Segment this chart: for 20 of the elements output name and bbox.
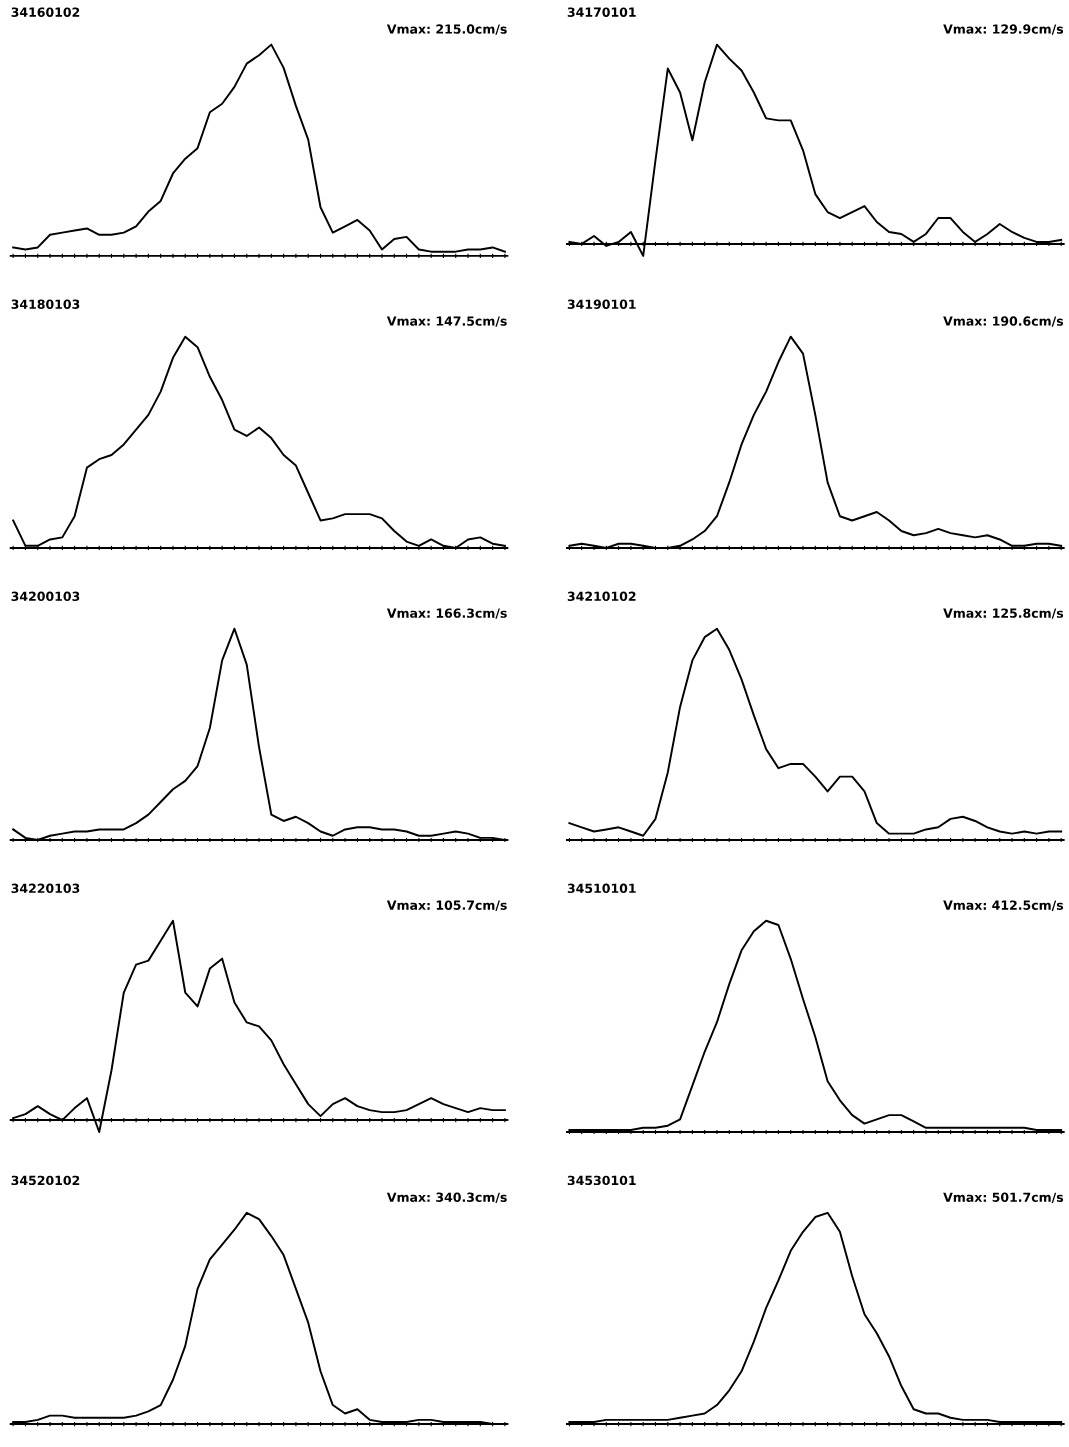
chart-title: 34190101 — [567, 299, 636, 309]
chart-title: 34220103 — [11, 883, 80, 894]
text: Vmax: 166.3cm/s — [386, 608, 507, 619]
text: Vmax: 190.6cm/s — [943, 316, 1064, 327]
text: Vmax: 129.9cm/s — [943, 24, 1064, 35]
text: Vmax: 147.5cm/s — [386, 316, 507, 327]
chart-title: 34510101 — [567, 883, 636, 894]
chart-title: 34160102 — [11, 7, 80, 17]
chart-title: 34200103 — [11, 591, 80, 601]
chart-title: 34210102 — [567, 591, 636, 601]
chart-title: 34180103 — [11, 299, 80, 309]
text: Vmax: 125.8cm/s — [943, 608, 1064, 619]
chart-title: 34520102 — [11, 1175, 80, 1186]
chart-title: 34170101 — [567, 7, 636, 17]
text: Vmax: 412.5cm/s — [943, 900, 1064, 911]
text: Vmax: 215.0cm/s — [386, 24, 507, 35]
text: Vmax: 340.3cm/s — [386, 1192, 507, 1203]
chart-title: 34530101 — [567, 1175, 636, 1186]
text: Vmax: 105.7cm/s — [386, 900, 507, 911]
text: Vmax: 501.7cm/s — [943, 1192, 1064, 1203]
